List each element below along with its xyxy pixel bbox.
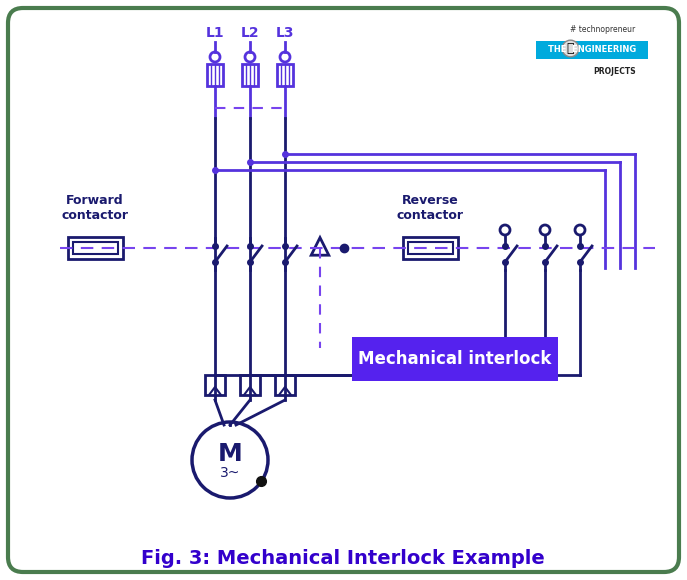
Text: Forward
contactor: Forward contactor: [62, 194, 128, 222]
Text: Reverse
contactor: Reverse contactor: [396, 194, 464, 222]
Text: L1: L1: [205, 26, 225, 40]
Text: Fig. 3: Mechanical Interlock Example: Fig. 3: Mechanical Interlock Example: [141, 549, 545, 567]
FancyBboxPatch shape: [73, 242, 117, 254]
FancyBboxPatch shape: [352, 337, 558, 381]
Text: 3~: 3~: [220, 466, 240, 480]
FancyBboxPatch shape: [403, 237, 458, 259]
FancyBboxPatch shape: [240, 375, 260, 395]
Text: # technopreneur: # technopreneur: [570, 26, 635, 34]
FancyBboxPatch shape: [67, 237, 122, 259]
Text: L2: L2: [240, 26, 259, 40]
Text: L3: L3: [275, 26, 294, 40]
FancyBboxPatch shape: [407, 242, 453, 254]
Text: Mechanical interlock: Mechanical interlock: [359, 350, 552, 368]
FancyBboxPatch shape: [277, 64, 293, 86]
Text: M: M: [218, 442, 243, 466]
FancyBboxPatch shape: [242, 64, 258, 86]
Text: 🤖: 🤖: [566, 42, 574, 55]
FancyBboxPatch shape: [536, 41, 648, 59]
FancyBboxPatch shape: [207, 64, 223, 86]
FancyBboxPatch shape: [205, 375, 225, 395]
FancyBboxPatch shape: [8, 8, 679, 572]
Text: THE  ENGINEERING: THE ENGINEERING: [548, 45, 636, 55]
FancyBboxPatch shape: [275, 375, 295, 395]
Text: PROJECTS: PROJECTS: [594, 67, 636, 77]
